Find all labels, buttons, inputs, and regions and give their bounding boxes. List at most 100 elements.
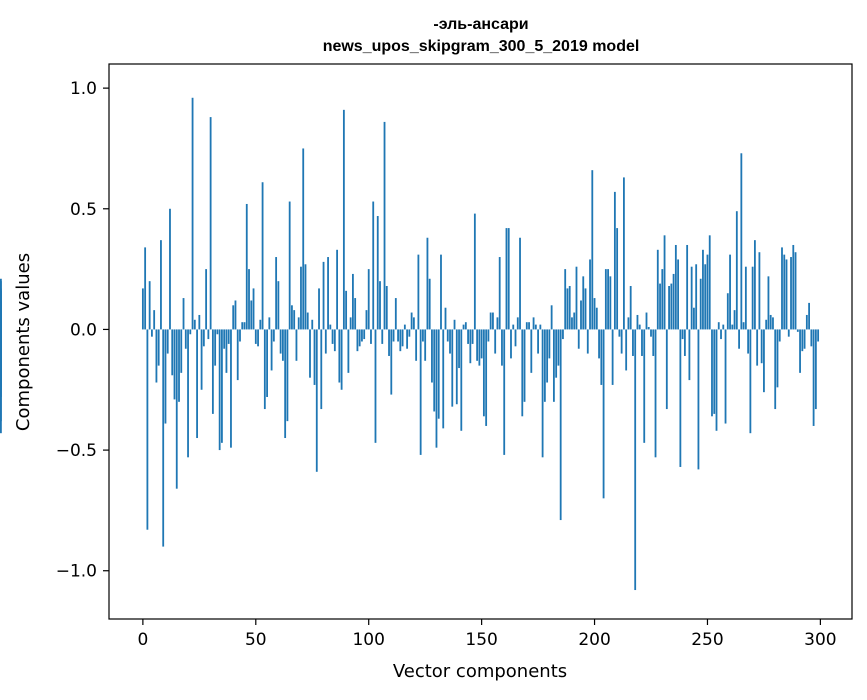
bar-175 [537,329,539,354]
bar-251 [708,235,711,330]
bar-236 [674,244,677,330]
bar-168 [521,329,524,417]
bar-102 [372,201,375,330]
bar-93 [352,273,354,330]
bar-24 [196,329,198,439]
bar-242 [688,329,691,381]
bar-17 [180,329,183,373]
bar-243 [690,266,693,330]
bar-62 [281,329,284,361]
bar-18 [182,298,185,330]
bar-130 [435,329,438,448]
bar-210 [616,228,619,330]
bar-215 [627,317,630,330]
bar-162 [507,228,510,330]
bar-34 [218,329,221,451]
bar-225 [650,329,652,337]
bar-172 [530,329,533,373]
bar-91 [347,329,350,373]
bar-74 [309,329,311,378]
bar-46 [245,203,248,330]
bar-126 [426,237,429,330]
bar-163 [510,329,512,359]
bar-260 [729,254,731,330]
bar-223 [645,312,648,330]
bar-121 [415,329,418,361]
bar-77 [315,329,318,472]
bar-203 [600,329,603,385]
bar-179 [546,329,549,383]
bar-49 [252,288,255,330]
bars-group [0,97,820,591]
bar-36 [223,329,226,349]
bar-195 [582,276,585,330]
bar-129 [433,329,436,412]
bar-147 [473,213,476,330]
chart-subtitle: news_upos_skipgram_300_5_2019 model [323,38,640,55]
bar-45 [243,322,246,330]
bar-122 [417,254,420,330]
bar-338 [0,329,2,342]
bar-55 [266,329,268,397]
bar-0 [141,288,144,330]
bar-10 [164,329,167,424]
bar-52 [259,319,262,330]
bar-113 [397,329,399,342]
bar-201 [595,307,598,330]
bar-22 [191,97,194,330]
bar-183 [555,329,558,378]
bar-180 [548,329,551,359]
bar-70 [300,266,302,330]
bar-51 [257,329,259,347]
bar-174 [534,324,537,330]
bar-262 [733,310,736,330]
bar-94 [354,298,357,330]
bar-103 [374,329,377,443]
bar-237 [677,259,680,330]
bar-150 [480,329,483,359]
bar-339 [0,302,2,330]
bar-21 [189,329,192,335]
bar-207 [609,276,612,330]
bar-296 [810,329,813,347]
bar-160 [503,329,506,455]
bar-231 [663,235,666,330]
bar-81 [324,329,327,354]
bar-287 [790,257,792,330]
x-tick-label: 300 [804,630,836,650]
bar-53 [261,182,264,330]
bar-66 [291,305,293,330]
bar-209 [613,191,616,330]
bar-199 [591,170,594,330]
bar-283 [781,247,783,330]
bar-25 [198,314,201,330]
bar-254 [715,329,718,431]
bar-239 [681,329,684,340]
bar-176 [539,324,542,330]
bar-87 [338,329,341,383]
bar-138 [453,319,456,330]
bar-79 [320,329,323,410]
bar-286 [787,329,790,337]
bar-29 [207,329,210,340]
bar-124 [422,329,424,342]
bar-43 [239,329,241,342]
y-tick-label: 1.0 [70,79,97,99]
bar-261 [731,324,734,330]
bar-97 [361,329,363,342]
bar-78 [318,288,320,330]
bar-110 [390,329,393,395]
bar-281 [776,329,779,388]
bar-142 [462,324,465,330]
bar-148 [476,329,479,361]
bar-269 [749,329,752,434]
bar-1 [144,247,147,330]
bar-289 [794,252,797,330]
bar-105 [379,281,381,330]
plot-frame [108,63,853,620]
bar-169 [523,329,526,402]
bar-3 [148,281,151,330]
bar-106 [381,329,384,344]
bar-213 [623,177,625,330]
bar-104 [376,216,379,330]
